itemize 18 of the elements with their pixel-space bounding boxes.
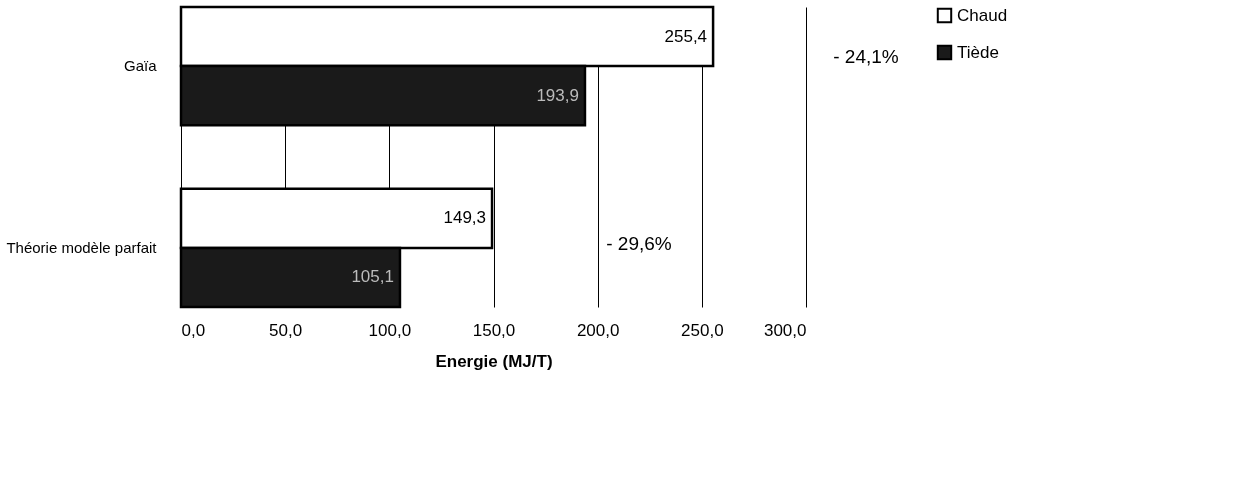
x-tick-label: 100,0: [368, 320, 412, 340]
x-tick-label: 250,0: [681, 320, 724, 340]
x-axis-title: Energie (MJ/T): [435, 351, 553, 371]
legend-label: Tiède: [957, 42, 999, 62]
x-tick-label: 0,0: [181, 320, 206, 340]
data-label: 255,4: [664, 26, 708, 46]
x-tick-label: 150,0: [472, 320, 516, 340]
data-label: 149,3: [443, 208, 487, 228]
y-tick-label: Gaïa: [123, 57, 158, 75]
text: - 24,1%: [833, 46, 899, 67]
x-tick-label: 300,0: [763, 320, 807, 340]
legend-label: Chaud: [957, 5, 1008, 25]
data-label: 105,1: [351, 267, 394, 287]
annotation: - 29,6%: [606, 233, 672, 254]
x-tick-label: 200,0: [576, 320, 620, 340]
data-label: 193,9: [536, 85, 579, 105]
y-tick-label: Théorie modèle parfait: [6, 238, 158, 256]
x-tick-label: 50,0: [269, 320, 303, 340]
